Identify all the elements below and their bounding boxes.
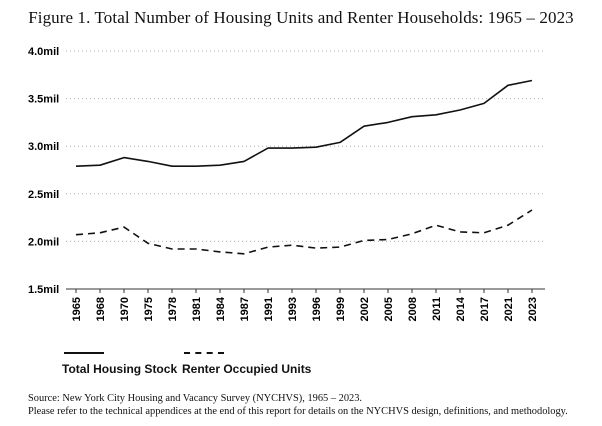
x-tick-label: 1993 [287, 297, 299, 321]
x-tick-label: 2021 [503, 297, 515, 321]
series-lines [75, 79, 533, 255]
y-tick-label: 4.0mil [28, 46, 59, 58]
x-tick-label: 2008 [407, 297, 419, 321]
x-tick-label: 2005 [383, 297, 395, 321]
source-line: Source: New York City Housing and Vacanc… [28, 393, 363, 404]
legend-dashed-line-icon [184, 352, 224, 354]
legend-label: Total Housing Stock [62, 362, 178, 376]
x-tick-label: 1996 [311, 297, 323, 321]
x-tick-label: 1975 [143, 297, 155, 321]
x-tick-label: 1991 [263, 297, 275, 321]
legend-solid-line-icon [64, 352, 104, 354]
x-tick-label: 2023 [527, 297, 539, 321]
x-tick-label: 1965 [71, 297, 83, 321]
legend-label: Renter Occupied Units [182, 362, 312, 376]
x-tick-label: 1984 [215, 296, 227, 321]
x-tick-label: 2011 [431, 297, 443, 321]
y-tick-label: 1.5mil [28, 284, 59, 296]
x-tick-label: 1987 [239, 297, 251, 321]
x-tick-label: 2017 [479, 297, 491, 321]
source-note: Source: New York City Housing and Vacanc… [28, 392, 568, 418]
x-tick-label: 1981 [191, 297, 203, 321]
x-tick-label: 1970 [119, 297, 131, 321]
series-line-total-housing-stock [75, 79, 533, 167]
x-tick-label: 1968 [95, 297, 107, 321]
x-tick-label: 2002 [359, 297, 371, 321]
x-axis-ticks: 1965 1968 1970 1975 1978 1981 1984 1987 1991 1993… [71, 289, 539, 321]
y-tick-label: 2.0mil [28, 236, 59, 248]
y-tick-label: 3.5mil [28, 94, 59, 106]
legend-item-renter-occupied-units: Renter Occupied Units [182, 352, 312, 376]
legend-item-total-housing-stock: Total Housing Stock [62, 352, 178, 376]
y-tick-label: 2.5mil [28, 189, 59, 201]
y-tick-label: 3.0mil [28, 141, 59, 153]
x-tick-label: 1978 [167, 297, 179, 321]
chart-title: Figure 1. Total Number of Housing Units … [28, 8, 574, 27]
x-tick-label: 1999 [335, 297, 347, 321]
y-axis-ticks: 1.5mil 2.0mil 2.5mil 3.0mil 3.5mil 4.0mil [28, 46, 59, 296]
x-tick-label: 2014 [455, 296, 467, 321]
methodology-note: Please refer to the technical appendices… [28, 406, 568, 417]
series-line-renter-occupied-units [75, 209, 533, 255]
gridlines [66, 50, 545, 290]
